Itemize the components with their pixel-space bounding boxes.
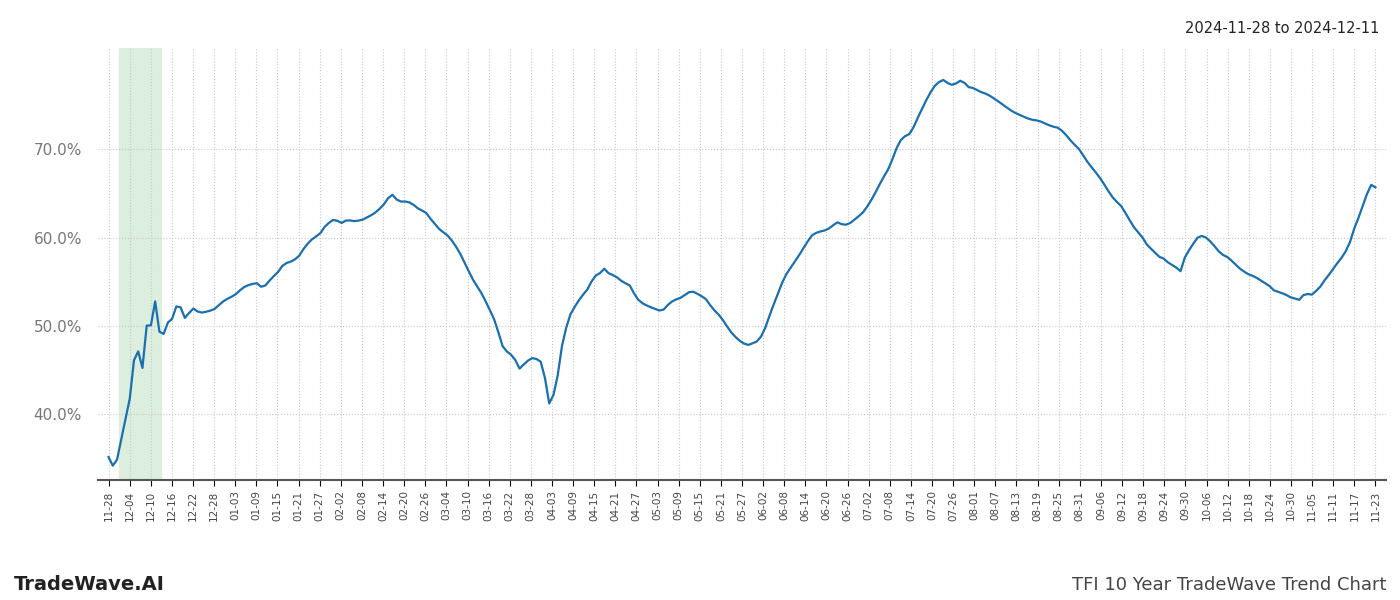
Text: TradeWave.AI: TradeWave.AI — [14, 575, 165, 594]
Bar — [119, 48, 161, 480]
Text: 2024-11-28 to 2024-12-11: 2024-11-28 to 2024-12-11 — [1184, 21, 1379, 36]
Text: TFI 10 Year TradeWave Trend Chart: TFI 10 Year TradeWave Trend Chart — [1071, 576, 1386, 594]
